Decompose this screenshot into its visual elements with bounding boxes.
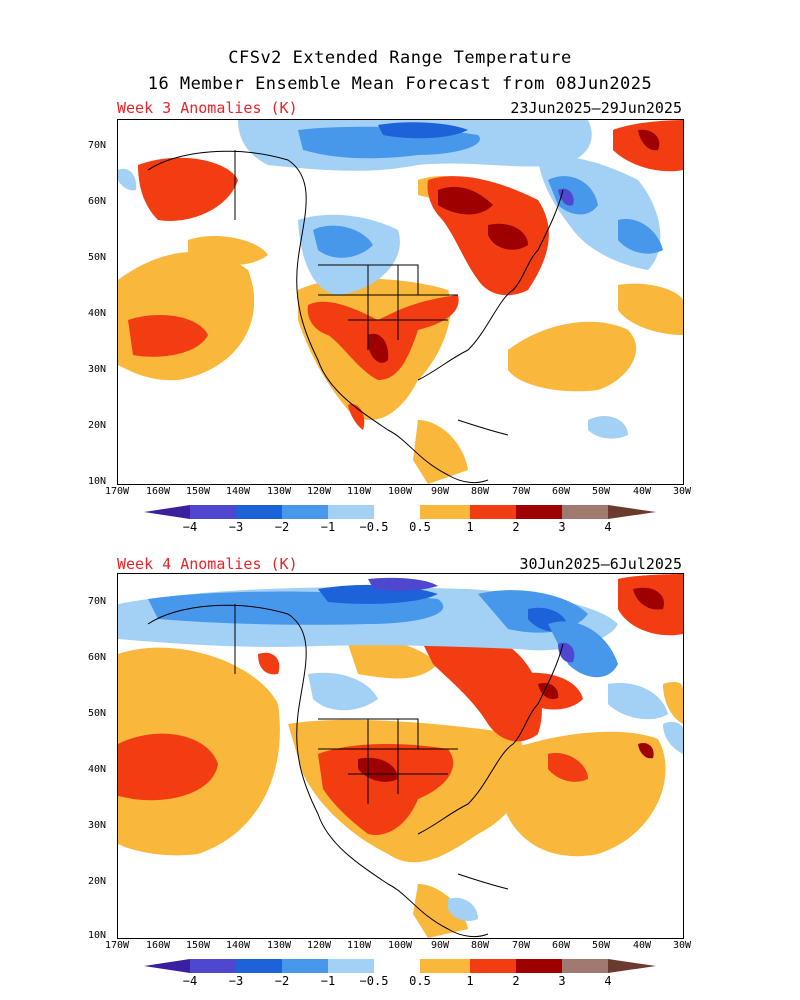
panel1-anomaly-map — [118, 120, 683, 484]
colorbar-bin — [420, 959, 470, 973]
panel1-label: Week 3 Anomalies (K) — [117, 99, 298, 117]
panel2-map — [117, 573, 684, 939]
panel2-lon-label: 140W — [225, 940, 251, 951]
colorbar-bin — [282, 505, 328, 519]
colorbar-bin — [470, 959, 516, 973]
panel1-lon-label: 50W — [591, 486, 611, 497]
panel2-lat-label: 70N — [88, 596, 107, 607]
panel1-lat-label: 30N — [88, 364, 107, 375]
panel1-date-range: 23Jun2025–29Jun2025 — [510, 99, 682, 117]
panel1-lon-label: 40W — [632, 486, 652, 497]
colorbar-bin — [374, 505, 420, 519]
panel2-lon-label: 90W — [430, 940, 450, 951]
colorbar-bin — [236, 959, 282, 973]
panel1-lon-label: 70W — [511, 486, 531, 497]
panel2-colorbar-label: 3 — [558, 974, 566, 988]
panel2-lat-label: 30N — [88, 820, 107, 831]
panel2-lat-label: 60N — [88, 652, 107, 663]
panel2-label: Week 4 Anomalies (K) — [117, 555, 298, 573]
colorbar-bin — [282, 959, 328, 973]
panel1-lat-label: 20N — [88, 420, 107, 431]
colorbar-bin — [144, 959, 190, 973]
panel1-lat-label: 50N — [88, 252, 107, 263]
panel2-colorbar-label: 2 — [512, 974, 520, 988]
panel1-lon-label: 80W — [470, 486, 490, 497]
panel2-lon-label: 70W — [511, 940, 531, 951]
panel1-lon-label: 90W — [430, 486, 450, 497]
panel1-lat-label: 70N — [88, 140, 107, 151]
panel1-colorbar-label: −1 — [320, 520, 336, 534]
panel2-colorbar — [144, 959, 656, 973]
panel1-lon-label: 130W — [266, 486, 292, 497]
panel2-colorbar-label: −3 — [228, 974, 244, 988]
panel2-lon-label: 130W — [266, 940, 292, 951]
panel2-anomaly-map — [118, 574, 683, 938]
panel1-lon-label: 120W — [306, 486, 332, 497]
colorbar-bin — [516, 959, 562, 973]
panel2-lon-label: 110W — [346, 940, 372, 951]
colorbar-bin — [328, 505, 374, 519]
panel2-lon-label: 120W — [306, 940, 332, 951]
colorbar-bin — [516, 505, 562, 519]
panel1-lon-label: 150W — [185, 486, 211, 497]
panel2-lat-label: 20N — [88, 876, 107, 887]
panel2-lat-label: 10N — [88, 930, 107, 941]
chart-title-line2: 16 Member Ensemble Mean Forecast from 08… — [147, 74, 653, 94]
panel1-lat-label: 40N — [88, 308, 107, 319]
panel1-lat-label: 10N — [88, 476, 107, 487]
panel2-lon-label: 50W — [591, 940, 611, 951]
panel2-colorbar-label: 4 — [604, 974, 612, 988]
panel2-colorbar-label: 0.5 — [409, 974, 431, 988]
panel2-colorbar-label: −4 — [182, 974, 198, 988]
panel2-lat-label: 50N — [88, 708, 107, 719]
panel1-lat-label: 60N — [88, 196, 107, 207]
panel1-colorbar-label: 0.5 — [409, 520, 431, 534]
colorbar-bin — [144, 505, 190, 519]
panel1-lon-label: 100W — [387, 486, 413, 497]
panel1-colorbar-label: −0.5 — [359, 520, 389, 534]
panel2-lon-label: 60W — [551, 940, 571, 951]
colorbar-bin — [328, 959, 374, 973]
panel1-map — [117, 119, 684, 485]
colorbar-bin — [608, 505, 656, 519]
panel1-colorbar-label: 3 — [558, 520, 566, 534]
chart-title-line1: CFSv2 Extended Range Temperature — [228, 48, 572, 68]
panel1-lon-label: 140W — [225, 486, 251, 497]
panel2-date-range: 30Jun2025–6Jul2025 — [519, 555, 682, 573]
panel1-colorbar-label: 4 — [604, 520, 612, 534]
panel2-lon-label: 80W — [470, 940, 490, 951]
colorbar-bin — [562, 505, 608, 519]
panel1-lon-label: 30W — [672, 486, 692, 497]
panel1-colorbar-label: −4 — [182, 520, 198, 534]
panel1-lon-label: 60W — [551, 486, 571, 497]
panel2-colorbar-label: −2 — [274, 974, 290, 988]
panel1-lon-label: 110W — [346, 486, 372, 497]
panel1-lon-label: 170W — [104, 486, 130, 497]
panel2-colorbar-label: −1 — [320, 974, 336, 988]
colorbar-bin — [470, 505, 516, 519]
panel2-lon-label: 100W — [387, 940, 413, 951]
panel1-colorbar-label: 1 — [466, 520, 474, 534]
colorbar-bin — [190, 959, 236, 973]
panel2-colorbar-label: −0.5 — [359, 974, 389, 988]
colorbar-bin — [420, 505, 470, 519]
colorbar-bin — [374, 959, 420, 973]
panel2-lon-label: 150W — [185, 940, 211, 951]
panel2-lat-label: 40N — [88, 764, 107, 775]
panel1-colorbar-label: −3 — [228, 520, 244, 534]
panel2-lon-label: 170W — [104, 940, 130, 951]
panel1-lon-label: 160W — [145, 486, 171, 497]
panel2-colorbar-label: 1 — [466, 974, 474, 988]
colorbar-bin — [562, 959, 608, 973]
panel2-lon-label: 30W — [672, 940, 692, 951]
panel2-lon-label: 40W — [632, 940, 652, 951]
panel2-lon-label: 160W — [145, 940, 171, 951]
panel1-colorbar-label: 2 — [512, 520, 520, 534]
colorbar-bin — [236, 505, 282, 519]
colorbar-bin — [608, 959, 656, 973]
panel1-colorbar-label: −2 — [274, 520, 290, 534]
colorbar-bin — [190, 505, 236, 519]
panel1-colorbar — [144, 505, 656, 519]
